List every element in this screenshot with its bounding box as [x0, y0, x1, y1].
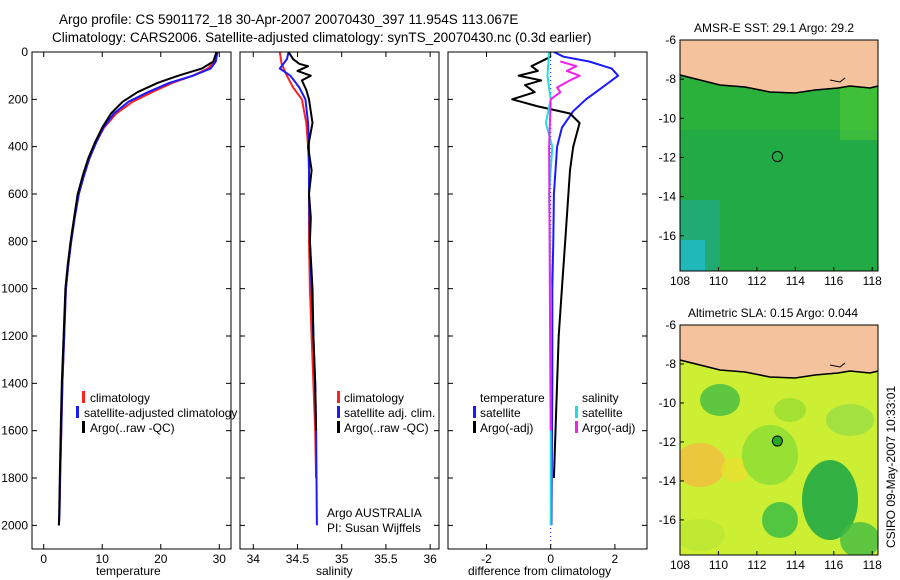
y-tick-label: 1000 — [1, 282, 28, 296]
sla-map-title: Altimetric SLA: 0.15 Argo: 0.044 — [688, 306, 858, 320]
map-x-tick-label: 118 — [863, 558, 882, 572]
map-x-tick-label: 112 — [747, 274, 766, 288]
legend-swatch-sal-satellite — [575, 406, 578, 418]
map-y-tick-label: -12 — [659, 150, 677, 164]
legend-argo-raw: Argo(..raw -QC) — [90, 421, 175, 435]
map-y-tick-label: -8 — [665, 72, 676, 86]
y-tick-label: 2000 — [1, 518, 28, 532]
figure-title-line2: Climatology: CARS2006. Satellite-adjuste… — [52, 30, 592, 45]
difference-legend: temperature satellite Argo(-adj) salinit… — [473, 391, 635, 435]
series-line-sat — [278, 52, 318, 526]
temperature-panel: 0 10 20 30 0 200 400 600 800 1000 1200 1400 1600 1800… — [1, 45, 237, 578]
x-tick-label: -2 — [481, 552, 492, 566]
y-tick-label: 1200 — [1, 329, 28, 343]
map-x-tick-label: 118 — [863, 274, 882, 288]
difference-axis-label: difference from climatology — [468, 564, 611, 578]
y-tick-label: 1400 — [1, 376, 28, 390]
y-tick-label: 200 — [8, 92, 28, 106]
legend-swatch-temp-argo — [473, 421, 476, 433]
map-x-tick-label: 110 — [709, 274, 728, 288]
csiro-timestamp: CSIRO 09-May-2007 10:33:01 — [884, 386, 898, 548]
legend-swatch-climatology — [82, 391, 85, 403]
map-x-tick-label: 114 — [786, 274, 805, 288]
legend-temp-satellite: satellite — [480, 406, 521, 420]
salinity-panel: 34 34.5 35 35.5 36 salinity climatology sate… — [239, 51, 440, 578]
map-x-tick-label: 116 — [824, 274, 843, 288]
map-y-tick-label: -8 — [665, 357, 676, 371]
y-tick-label: 1800 — [1, 471, 28, 485]
series-line-sat — [57, 52, 219, 526]
legend-swatch-satellite — [337, 406, 340, 418]
x-tick-label: 20 — [154, 552, 168, 566]
map-x-tick-label: 116 — [824, 558, 843, 572]
x-tick-label: 35.5 — [374, 552, 398, 566]
map-y-tick-label: -16 — [659, 229, 677, 243]
difference-panel: -2 0 2 difference from climatology tempera… — [447, 51, 648, 578]
map-y-tick-label: -14 — [659, 474, 677, 488]
sst-map-panel: AMSR-E SST: 29.1 Argo: 29.2 108 110 112 114… — [659, 21, 882, 288]
legend-swatch-satellite — [76, 406, 79, 418]
map-y-tick-label: -10 — [659, 111, 677, 125]
pi-label: PI: Susan Wijffels — [327, 521, 421, 535]
sst-map-title: AMSR-E SST: 29.1 Argo: 29.2 — [694, 21, 854, 35]
figure-title-line1: Argo profile: CS 5901172_18 30-Apr-2007 … — [59, 12, 518, 27]
y-tick-label: 800 — [8, 234, 28, 248]
map-x-tick-label: 110 — [709, 558, 728, 572]
argo-float-marker-sla — [771, 435, 783, 447]
series-line-temp_argo — [511, 55, 581, 479]
x-tick-label: 35 — [335, 552, 349, 566]
legend-temperature-header: temperature — [480, 391, 545, 405]
x-tick-label: 0 — [40, 552, 47, 566]
x-tick-label: 2 — [612, 552, 619, 566]
map-y-tick-label: -16 — [659, 513, 677, 527]
legend-swatch-argo — [337, 421, 340, 433]
map-y-tick-label: -14 — [659, 190, 677, 204]
legend-swatch-climatology — [337, 391, 340, 403]
series-line-temp_sat — [550, 52, 620, 526]
legend-climatology: climatology — [90, 391, 150, 405]
x-tick-label: 34.5 — [286, 552, 310, 566]
x-tick-label: 30 — [213, 552, 227, 566]
legend-sal-argo: Argo(-adj) — [582, 421, 635, 435]
y-tick-label: 1600 — [1, 424, 28, 438]
y-tick-label: 600 — [8, 187, 28, 201]
sla-map-panel: Altimetric SLA: 0.15 Argo: 0.044 108 110 1… — [659, 306, 882, 572]
y-tick-label: 400 — [8, 140, 28, 154]
legend-temp-argo: Argo(-adj) — [480, 421, 533, 435]
temperature-axis-label: temperature — [96, 564, 161, 578]
legend-argo-raw: Argo(..raw -QC) — [344, 421, 429, 435]
legend-swatch-argo — [82, 421, 85, 433]
map-x-tick-label: 114 — [786, 558, 805, 572]
map-y-tick-label: -12 — [659, 435, 677, 449]
map-x-tick-label: 108 — [670, 274, 690, 288]
map-x-tick-label: 108 — [670, 558, 690, 572]
legend-satellite-adj: satellite adj. clim. — [344, 406, 435, 420]
legend-satellite-adjusted: satellite-adjusted climatology — [84, 406, 237, 420]
series-line-argo — [287, 52, 318, 431]
temperature-legend: climatology satellite-adjusted climatolo… — [76, 391, 237, 435]
salinity-axis-label: salinity — [316, 564, 353, 578]
salinity-legend: climatology satellite adj. clim. Argo(..… — [337, 391, 435, 435]
argo-program-label: Argo AUSTRALIA — [327, 506, 422, 520]
legend-climatology: climatology — [344, 391, 404, 405]
map-y-tick-label: -6 — [665, 318, 676, 332]
series-line-sal_argo — [548, 60, 581, 431]
map-y-tick-label: -10 — [659, 396, 677, 410]
x-tick-label: 10 — [96, 552, 110, 566]
x-tick-label: 0 — [547, 552, 554, 566]
x-tick-label: 34 — [247, 552, 261, 566]
map-x-tick-label: 112 — [747, 558, 766, 572]
legend-swatch-sal-argo — [575, 421, 578, 433]
y-tick-label: 0 — [21, 45, 28, 59]
series-line-clim — [57, 52, 218, 526]
series-line-argo — [57, 52, 218, 526]
map-y-tick-label: -6 — [665, 33, 676, 47]
legend-sal-satellite: satellite — [582, 406, 623, 420]
legend-salinity-header: salinity — [582, 391, 619, 405]
argo-float-marker-sst — [771, 151, 783, 163]
x-tick-label: 36 — [423, 552, 437, 566]
legend-swatch-temp-satellite — [473, 406, 476, 418]
